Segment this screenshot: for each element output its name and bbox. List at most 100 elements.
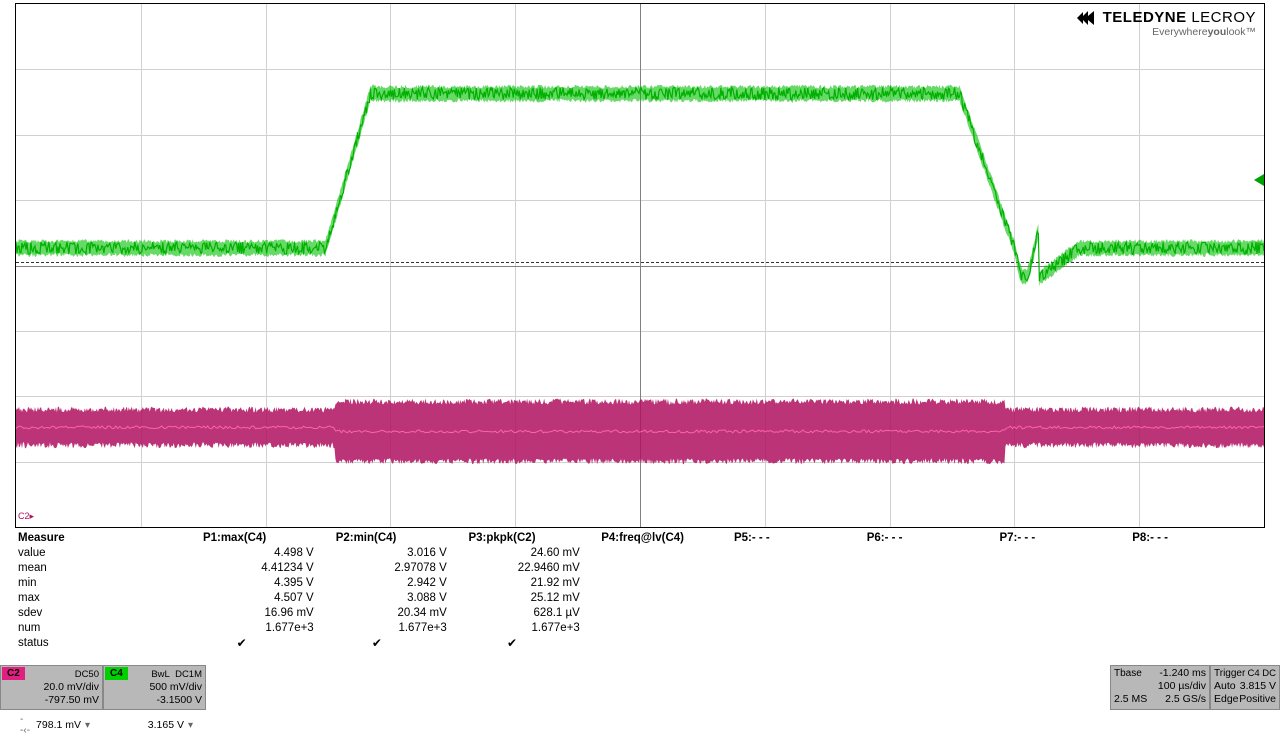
measure-cell bbox=[1132, 561, 1265, 576]
measure-cell bbox=[866, 546, 999, 561]
c4-offset: -3.1500 V bbox=[105, 694, 202, 707]
measure-row: status✔✔✔ bbox=[15, 636, 1265, 652]
measure-header: P4:freq@lv(C4) bbox=[601, 531, 734, 546]
measure-cell bbox=[866, 576, 999, 591]
timebase-delay: -1.240 ms bbox=[1159, 667, 1206, 679]
measure-cell: 4.395 V bbox=[201, 576, 334, 591]
measure-row: value4.498 V3.016 V24.60 mV bbox=[15, 546, 1265, 561]
measure-cell bbox=[999, 591, 1132, 606]
channel-tag-c4: C4 bbox=[105, 667, 128, 680]
measure-cell bbox=[1001, 636, 1133, 652]
measure-header: P6:- - - bbox=[867, 531, 1000, 546]
measure-header: P5:- - - bbox=[734, 531, 867, 546]
measure-cell bbox=[737, 636, 869, 652]
waveform-canvas bbox=[16, 4, 1264, 527]
measure-cell: 4.41234 V bbox=[201, 561, 334, 576]
measure-cell: ✔ bbox=[469, 636, 604, 652]
measure-cell: ✔ bbox=[199, 636, 334, 652]
measure-header: Measure bbox=[15, 531, 203, 546]
measure-cell bbox=[733, 561, 866, 576]
c4-scale: 500 mV/div bbox=[105, 681, 202, 694]
trigger-slope: Edge bbox=[1214, 693, 1239, 706]
c2-readout: --‹- 798.1 mV ▾ bbox=[0, 712, 103, 738]
measure-header: P3:pkpk(C2) bbox=[468, 531, 601, 546]
measure-cell: ✔ bbox=[334, 636, 469, 652]
channel-tag-c2: C2 bbox=[2, 667, 25, 680]
measure-cell bbox=[999, 546, 1132, 561]
measure-cell bbox=[866, 621, 999, 636]
measure-cell bbox=[600, 561, 733, 576]
measure-cell bbox=[999, 606, 1132, 621]
measure-cell: 1.677e+3 bbox=[334, 621, 467, 636]
measure-cell: 20.34 mV bbox=[334, 606, 467, 621]
measure-row-label: value bbox=[15, 546, 201, 561]
timebase-box[interactable]: Tbase -1.240 ms 100 µs/div 2.5 MS2.5 GS/… bbox=[1110, 665, 1210, 710]
measure-cell: 628.1 µV bbox=[467, 606, 600, 621]
measure-cell: 16.96 mV bbox=[201, 606, 334, 621]
measure-cell bbox=[999, 621, 1132, 636]
measure-row-label: status bbox=[15, 636, 199, 652]
measure-row-label: mean bbox=[15, 561, 201, 576]
c2-offset: -797.50 mV bbox=[2, 694, 99, 707]
chevron-down-icon: ▾ bbox=[188, 720, 200, 731]
channel-box-c4[interactable]: C4 BwL DC1M 500 mV/div -3.1500 V bbox=[103, 665, 206, 710]
timebase-rate: 2.5 GS/s bbox=[1165, 693, 1206, 705]
trigger-polarity: Positive bbox=[1239, 693, 1276, 705]
brand-name-bold: TELEDYNE bbox=[1103, 9, 1187, 26]
measure-cell: 2.97078 V bbox=[334, 561, 467, 576]
brand-name-light: LECROY bbox=[1191, 9, 1256, 26]
trigger-mode: Auto bbox=[1214, 680, 1236, 693]
measure-cell: 3.088 V bbox=[334, 591, 467, 606]
trigger-label: Trigger bbox=[1214, 667, 1245, 680]
measure-cell bbox=[1133, 636, 1265, 652]
measurement-table: Measure P1:max(C4) P2:min(C4) P3:pkpk(C2… bbox=[15, 531, 1265, 652]
measure-cell bbox=[866, 606, 999, 621]
measure-cell bbox=[999, 561, 1132, 576]
chevron-down-icon: ▾ bbox=[85, 720, 97, 731]
waveform-display[interactable]: C2▸ TELEDYNE LECROY Everywhereyoulook™ bbox=[15, 3, 1265, 528]
measure-row: sdev16.96 mV20.34 mV628.1 µV bbox=[15, 606, 1265, 621]
measure-cell bbox=[600, 546, 733, 561]
measure-cell bbox=[600, 606, 733, 621]
measure-row-label: min bbox=[15, 576, 201, 591]
channel-marker-c2: C2▸ bbox=[18, 511, 34, 522]
measure-row-label: sdev bbox=[15, 606, 201, 621]
measure-cell bbox=[866, 591, 999, 606]
measure-cell bbox=[1132, 621, 1265, 636]
measure-cell bbox=[866, 561, 999, 576]
measure-cell bbox=[1132, 546, 1265, 561]
measure-cell: 2.942 V bbox=[334, 576, 467, 591]
measure-cell: 22.9460 mV bbox=[467, 561, 600, 576]
measure-cell bbox=[733, 591, 866, 606]
measure-cell: 4.498 V bbox=[201, 546, 334, 561]
measure-row-label: max bbox=[15, 591, 201, 606]
measure-cell: 1.677e+3 bbox=[467, 621, 600, 636]
measure-cell bbox=[733, 606, 866, 621]
measure-cell bbox=[605, 636, 737, 652]
measure-row: max4.507 V3.088 V25.12 mV bbox=[15, 591, 1265, 606]
measure-cell: 3.016 V bbox=[334, 546, 467, 561]
trigger-level-marker[interactable] bbox=[1254, 174, 1264, 186]
trigger-level: 3.815 V bbox=[1240, 680, 1276, 692]
measure-header: P1:max(C4) bbox=[203, 531, 336, 546]
measure-cell bbox=[600, 591, 733, 606]
measure-header-row: Measure P1:max(C4) P2:min(C4) P3:pkpk(C2… bbox=[15, 531, 1265, 546]
measure-cell bbox=[1132, 576, 1265, 591]
measure-header: P8:- - - bbox=[1132, 531, 1265, 546]
cursor-readout-row: --‹- 798.1 mV ▾ 3.165 V ▾ bbox=[0, 712, 1280, 738]
channel-box-c2[interactable]: C2 DC50 20.0 mV/div -797.50 mV bbox=[0, 665, 103, 710]
c4-readout: 3.165 V ▾ bbox=[103, 712, 206, 738]
measure-row-label: num bbox=[15, 621, 201, 636]
measure-row: mean4.41234 V2.97078 V22.9460 mV bbox=[15, 561, 1265, 576]
cursor-icon: --‹- bbox=[20, 714, 32, 736]
measure-cell bbox=[869, 636, 1001, 652]
measure-header: P2:min(C4) bbox=[336, 531, 469, 546]
trigger-box[interactable]: Trigger C4 DC Auto3.815 V EdgePositive bbox=[1210, 665, 1280, 710]
measure-cell: 25.12 mV bbox=[467, 591, 600, 606]
measure-cell bbox=[1132, 606, 1265, 621]
measure-cell: 4.507 V bbox=[201, 591, 334, 606]
timebase-scale: 100 µs/div bbox=[1114, 680, 1206, 693]
measure-cell bbox=[733, 621, 866, 636]
brand-logo: TELEDYNE LECROY Everywhereyoulook™ bbox=[1077, 9, 1256, 38]
timebase-label: Tbase bbox=[1114, 667, 1142, 680]
